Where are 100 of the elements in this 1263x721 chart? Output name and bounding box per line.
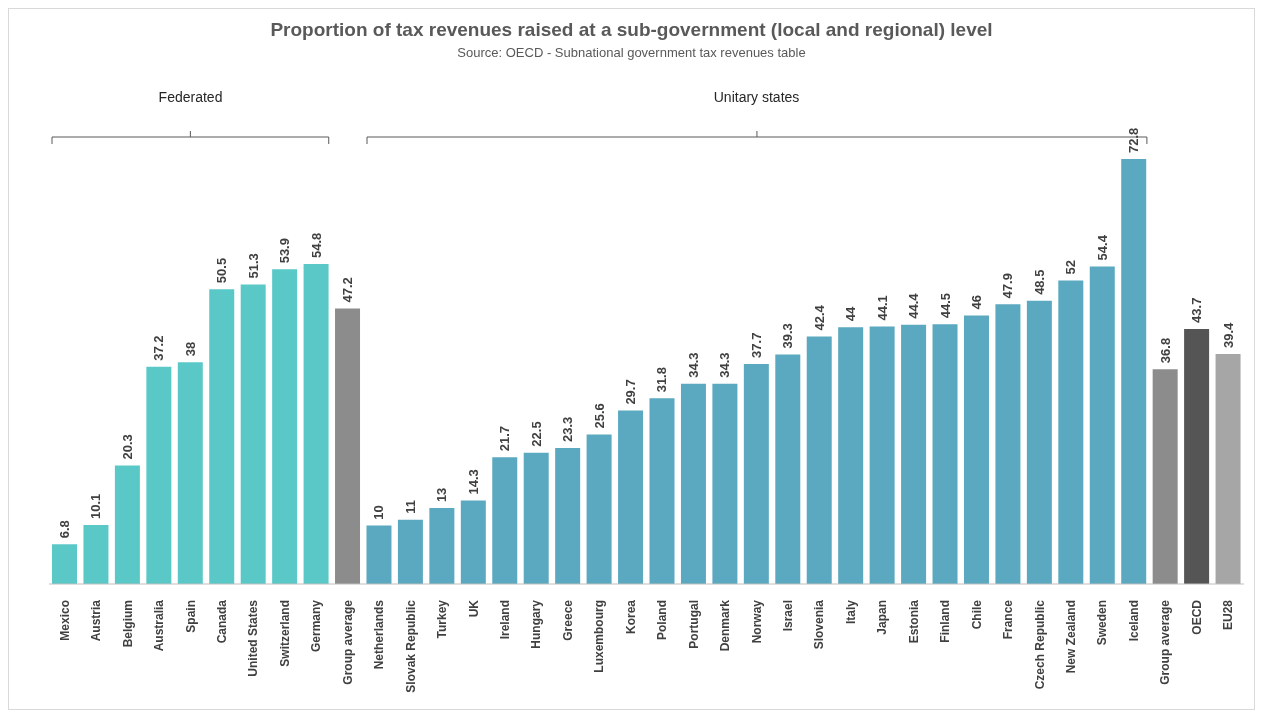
data-label: 48.5: [1031, 269, 1047, 295]
x-tick-label: Spain: [183, 600, 198, 633]
bar: [523, 452, 549, 584]
data-label: 34.3: [717, 352, 733, 378]
bar: [901, 324, 927, 584]
data-label: 39.3: [780, 323, 796, 349]
bar: [1215, 353, 1241, 584]
chart-title: Proportion of tax revenues raised at a sub-government (local and regional) level: [269, 19, 994, 41]
x-tick-label: Italy: [843, 599, 858, 625]
x-tick-label: Belgium: [120, 600, 135, 648]
bar: [1026, 300, 1052, 584]
bar: [680, 383, 706, 584]
bar: [492, 457, 518, 584]
data-label: 10: [371, 505, 387, 520]
bar: [146, 366, 172, 584]
text: Federated: [157, 89, 224, 105]
data-label: 54.4: [1094, 234, 1110, 261]
data-label: 22.5: [528, 421, 544, 447]
data-label: 38: [182, 341, 198, 357]
bar: [52, 544, 77, 584]
x-tick-label: Greece: [560, 599, 575, 641]
x-tick-label: Denmark: [718, 599, 733, 652]
bar: [240, 284, 266, 584]
bar: [1089, 266, 1115, 584]
data-label: 42.4: [811, 304, 827, 331]
bar: [586, 434, 612, 584]
chart-subtitle: Source: OECD - Subnational government tax revenues table: [456, 45, 807, 60]
data-label: 14.3: [465, 469, 481, 495]
bar: [335, 308, 361, 584]
x-tick-label: France: [1001, 599, 1016, 640]
x-tick-label: Estonia: [906, 599, 921, 644]
bar: [618, 410, 644, 584]
bar: [272, 269, 298, 584]
data-label: 37.7: [748, 332, 764, 358]
x-tick-label: UK: [466, 599, 481, 618]
data-label: 54.8: [308, 232, 324, 259]
x-tick-label: Norway: [749, 599, 764, 644]
data-label: 43.7: [1189, 297, 1205, 323]
data-label: 50.5: [214, 257, 230, 284]
data-label: 44: [843, 305, 859, 322]
bar: [1152, 369, 1178, 584]
x-tick-label: Switzerland: [277, 600, 292, 667]
x-tick-label: Slovenia: [812, 599, 827, 650]
x-tick-label: Luxembourg: [592, 600, 607, 673]
bar: [366, 525, 392, 584]
data-label: 44.4: [906, 292, 922, 319]
data-label: 51.3: [245, 253, 261, 279]
bar: [712, 383, 738, 584]
x-tick-label: Australia: [152, 599, 167, 652]
x-tick-label: Mexico: [57, 600, 72, 641]
x-tick-label: Poland: [655, 600, 670, 641]
text: Unitary states: [712, 89, 801, 105]
x-tick-label: Ireland: [497, 600, 512, 640]
data-label: 23.3: [560, 416, 576, 442]
x-tick-label: Group average: [340, 599, 355, 685]
data-label: 47.9: [1000, 273, 1016, 299]
data-label: 44.1: [874, 295, 890, 321]
data-label: 25.6: [591, 403, 607, 429]
bar: [209, 289, 235, 584]
x-tick-label: Group average: [1158, 599, 1173, 685]
bar: [775, 354, 801, 584]
data-label: 36.8: [1157, 337, 1173, 364]
bar: [1184, 328, 1210, 584]
x-tick-label: Canada: [214, 599, 229, 644]
x-tick-label: New Zealand: [1064, 600, 1079, 674]
data-label: 47.2: [340, 277, 356, 303]
bar: [649, 398, 675, 584]
bar: [743, 363, 769, 584]
x-tick-label: Korea: [623, 599, 638, 635]
x-tick-label: Chile: [969, 599, 984, 630]
x-tick-label: OECD: [1189, 599, 1204, 635]
data-label: 44.5: [937, 292, 953, 319]
x-tick-label: Germany: [309, 599, 324, 653]
data-label: 31.8: [654, 367, 670, 393]
bar: [995, 304, 1021, 584]
x-tick-label: Finland: [938, 600, 953, 643]
bar: [838, 327, 864, 584]
data-label: 6.8: [57, 520, 72, 539]
bar: [932, 324, 958, 584]
x-tick-label: Czech Republic: [1032, 599, 1047, 690]
bar: [397, 519, 423, 584]
bar: [806, 336, 832, 584]
data-label: 11: [402, 500, 418, 514]
x-tick-label: Austria: [89, 599, 104, 642]
x-tick-label: Hungary: [529, 599, 544, 649]
x-tick-label: United States: [246, 599, 261, 677]
data-label: 20.3: [119, 434, 135, 460]
bar: [963, 315, 989, 584]
x-tick-label: Iceland: [1126, 600, 1141, 642]
x-tick-label: Turkey: [435, 599, 450, 639]
data-label: 52: [1063, 259, 1079, 275]
x-tick-label: Japan: [875, 600, 890, 635]
bar: [83, 525, 109, 584]
data-label: 29.7: [623, 379, 639, 405]
data-label: 34.3: [685, 352, 701, 378]
bar: [869, 326, 895, 584]
x-tick-label: Sweden: [1095, 600, 1110, 646]
data-label: 13: [434, 487, 450, 503]
bar: [1058, 280, 1084, 584]
bar: [114, 465, 140, 584]
